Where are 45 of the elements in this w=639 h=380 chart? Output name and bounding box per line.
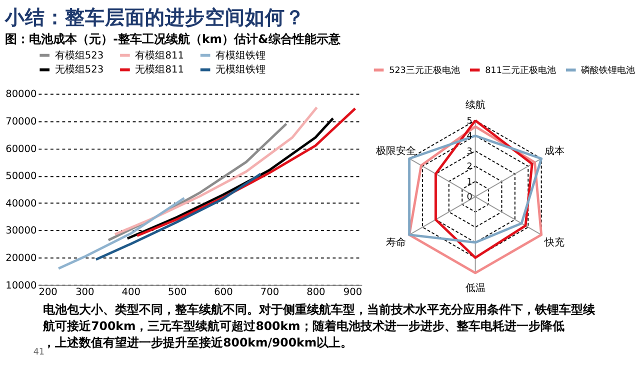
y-tick-label: 70000	[6, 116, 37, 128]
spoke-label: 低温	[465, 282, 486, 294]
x-tick-label: 200	[38, 287, 58, 298]
y-tick-label: 40000	[6, 198, 37, 210]
x-tick-label: 400	[122, 287, 140, 298]
x-tick-label: 800	[306, 287, 326, 298]
x-tick-label: 300	[76, 287, 94, 298]
y-tick-label: 50000	[6, 171, 37, 182]
legend-label: 无模组523	[54, 64, 104, 76]
x-tick-label: 900	[343, 287, 362, 298]
text: 电池包大小、类型不同，整车续航不同。对于侧重续航车型，当前技术水平充分应用条件下，铁锂车型续航可接近700km，三元车型续航可超过800km；随着电池技术进一步进步、整车电耗进一步降低，上述数值有望进一步提升至接近800km/900km以上。	[42, 302, 596, 350]
y-tick-label: 1	[466, 177, 472, 188]
legend-label: 811三元正极电池	[485, 64, 556, 76]
spoke-label: 极限安全	[375, 144, 416, 157]
chart-subtitle: 图：电池成本（元）-整车工况续航（km）估计&综合性能示意	[5, 32, 342, 46]
y-tick-label: 10000	[6, 280, 37, 292]
legend-label: 磷酸铁锂电池	[580, 64, 636, 76]
y-tick-label: 3	[466, 146, 472, 157]
x-tick-label: 700	[260, 287, 280, 298]
spoke-label: 快充	[544, 236, 565, 248]
legend-label: 无模组铁锂	[216, 64, 266, 76]
legend-label: 有模组811	[135, 49, 184, 62]
chart-title: 小结：整车层面的进步空间如何？	[4, 6, 306, 30]
y-tick-label: 60000	[6, 144, 37, 155]
text: 41	[33, 348, 45, 358]
legend-label: 有模组523	[54, 49, 104, 62]
line-series	[114, 106, 318, 236]
spoke-label: 寿命	[386, 236, 406, 248]
line-series	[57, 196, 186, 270]
y-tick-label: 30000	[6, 226, 37, 237]
y-tick-label: 0	[466, 192, 473, 203]
y-tick-label: 2	[466, 162, 472, 172]
y-tick-label: 20000	[6, 253, 37, 264]
x-tick-label: 500	[168, 287, 187, 298]
line-series	[136, 107, 356, 237]
x-tick-label: 600	[214, 287, 233, 298]
legend-label: 523三元正极电池	[389, 64, 460, 76]
spoke-label: 续航	[465, 99, 486, 112]
y-tick-label: 4	[466, 132, 473, 142]
spoke-label: 成本	[544, 144, 565, 157]
legend-label: 无模组811	[135, 64, 184, 76]
y-tick-label: 80000	[6, 89, 37, 100]
y-tick-label: 5	[466, 116, 472, 126]
line-series	[94, 172, 262, 261]
legend-label: 有模组铁锂	[216, 49, 266, 62]
